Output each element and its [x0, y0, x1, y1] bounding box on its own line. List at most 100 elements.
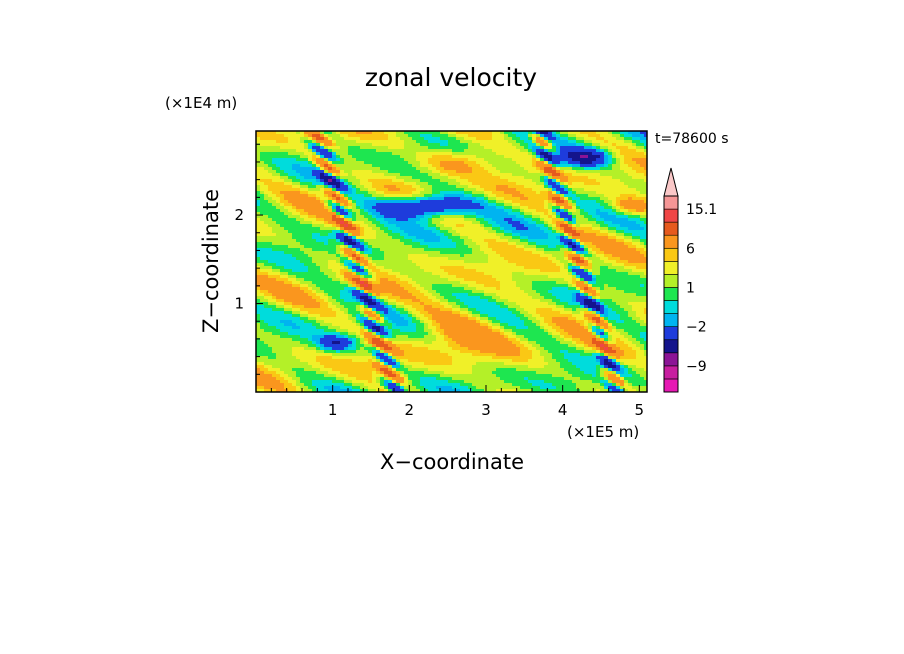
- field-cell: [548, 278, 553, 282]
- field-cell: [268, 155, 273, 159]
- field-cell: [344, 155, 349, 159]
- field-cell: [312, 224, 317, 228]
- field-cell: [484, 140, 489, 144]
- field-cell: [356, 221, 361, 225]
- field-cell: [344, 167, 349, 171]
- field-cell: [636, 224, 641, 228]
- field-cell: [384, 266, 389, 270]
- field-cell: [516, 146, 521, 150]
- field-cell: [420, 266, 425, 270]
- field-cell: [312, 182, 317, 186]
- field-cell: [472, 236, 477, 240]
- field-cell: [336, 254, 341, 258]
- field-cell: [368, 239, 373, 243]
- field-cell: [456, 269, 461, 273]
- field-cell: [480, 197, 485, 201]
- field-cell: [380, 143, 385, 147]
- field-cell: [520, 224, 525, 228]
- field-cell: [332, 227, 337, 231]
- field-cell: [336, 260, 341, 264]
- field-cell: [636, 278, 641, 282]
- field-cell: [288, 137, 293, 141]
- field-cell: [476, 266, 481, 270]
- field-cell: [632, 173, 637, 177]
- field-cell: [496, 278, 501, 282]
- field-cell: [296, 233, 301, 237]
- field-cell: [264, 224, 269, 228]
- field-cell: [352, 167, 357, 171]
- field-cell: [520, 161, 525, 165]
- field-cell: [604, 266, 609, 270]
- field-cell: [268, 218, 273, 222]
- field-cell: [408, 215, 413, 219]
- field-cell: [336, 173, 341, 177]
- field-cell: [524, 164, 529, 168]
- field-cell: [500, 158, 505, 162]
- field-cell: [256, 161, 261, 165]
- field-cell: [436, 275, 441, 279]
- field-cell: [600, 209, 605, 213]
- field-cell: [356, 191, 361, 195]
- field-cell: [564, 200, 569, 204]
- field-cell: [560, 170, 565, 174]
- field-cell: [344, 239, 349, 243]
- field-cell: [496, 149, 501, 153]
- field-cell: [540, 206, 545, 210]
- field-cell: [600, 230, 605, 234]
- field-cell: [268, 269, 273, 273]
- field-cell: [296, 269, 301, 273]
- field-cell: [492, 272, 497, 276]
- field-cell: [464, 218, 469, 222]
- field-cell: [292, 236, 297, 240]
- field-cell: [400, 134, 405, 138]
- field-cell: [488, 224, 493, 228]
- field-cell: [476, 161, 481, 165]
- field-cell: [568, 149, 573, 153]
- field-cell: [264, 185, 269, 189]
- field-cell: [620, 176, 625, 180]
- field-cell: [424, 146, 429, 150]
- field-cell: [548, 194, 553, 198]
- field-cell: [444, 275, 449, 279]
- field-cell: [416, 257, 421, 261]
- field-cell: [304, 257, 309, 261]
- field-cell: [308, 194, 313, 198]
- field-cell: [292, 275, 297, 279]
- field-cell: [536, 239, 541, 243]
- field-cell: [336, 236, 341, 240]
- field-cell: [332, 257, 337, 261]
- field-cell: [264, 233, 269, 237]
- field-cell: [420, 257, 425, 261]
- field-cell: [556, 131, 561, 135]
- field-cell: [280, 278, 285, 282]
- field-cell: [472, 134, 477, 138]
- field-cell: [352, 227, 357, 231]
- field-cell: [480, 233, 485, 237]
- field-cell: [320, 233, 325, 237]
- field-cell: [424, 278, 429, 282]
- field-cell: [452, 131, 457, 135]
- field-cell: [556, 212, 561, 216]
- field-cell: [368, 146, 373, 150]
- field-cell: [284, 227, 289, 231]
- field-cell: [336, 206, 341, 210]
- field-cell: [580, 203, 585, 207]
- field-cell: [392, 248, 397, 252]
- field-cell: [580, 200, 585, 204]
- field-cell: [480, 143, 485, 147]
- field-cell: [320, 164, 325, 168]
- field-cell: [348, 254, 353, 258]
- field-cell: [576, 173, 581, 177]
- field-cell: [328, 233, 333, 237]
- field-cell: [416, 209, 421, 213]
- field-cell: [540, 266, 545, 270]
- field-cell: [468, 239, 473, 243]
- field-cell: [368, 155, 373, 159]
- field-cell: [388, 137, 393, 141]
- field-cell: [436, 173, 441, 177]
- field-cell: [592, 257, 597, 261]
- field-cell: [304, 197, 309, 201]
- field-cell: [532, 221, 537, 225]
- field-cell: [328, 179, 333, 183]
- field-cell: [572, 185, 577, 189]
